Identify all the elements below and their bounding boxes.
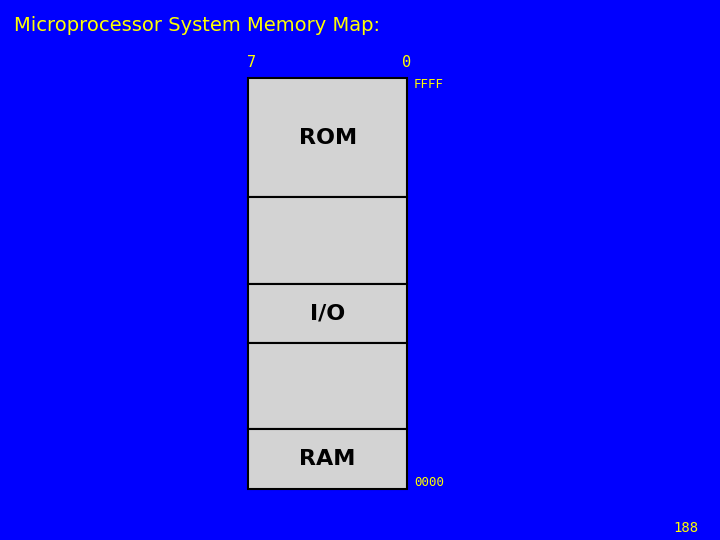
Text: 188: 188 xyxy=(673,521,698,535)
Bar xyxy=(248,429,407,489)
Text: RAM: RAM xyxy=(300,449,356,469)
Text: Microprocessor System Memory Map:: Microprocessor System Memory Map: xyxy=(14,16,380,35)
Text: 0000: 0000 xyxy=(414,476,444,489)
Bar xyxy=(248,78,407,197)
Text: 0: 0 xyxy=(402,55,411,70)
Bar xyxy=(248,284,407,343)
Text: ROM: ROM xyxy=(299,127,356,148)
Bar xyxy=(248,343,407,429)
Text: 7: 7 xyxy=(248,55,256,70)
Text: I/O: I/O xyxy=(310,303,345,323)
Bar xyxy=(248,197,407,284)
Text: FFFF: FFFF xyxy=(414,78,444,91)
